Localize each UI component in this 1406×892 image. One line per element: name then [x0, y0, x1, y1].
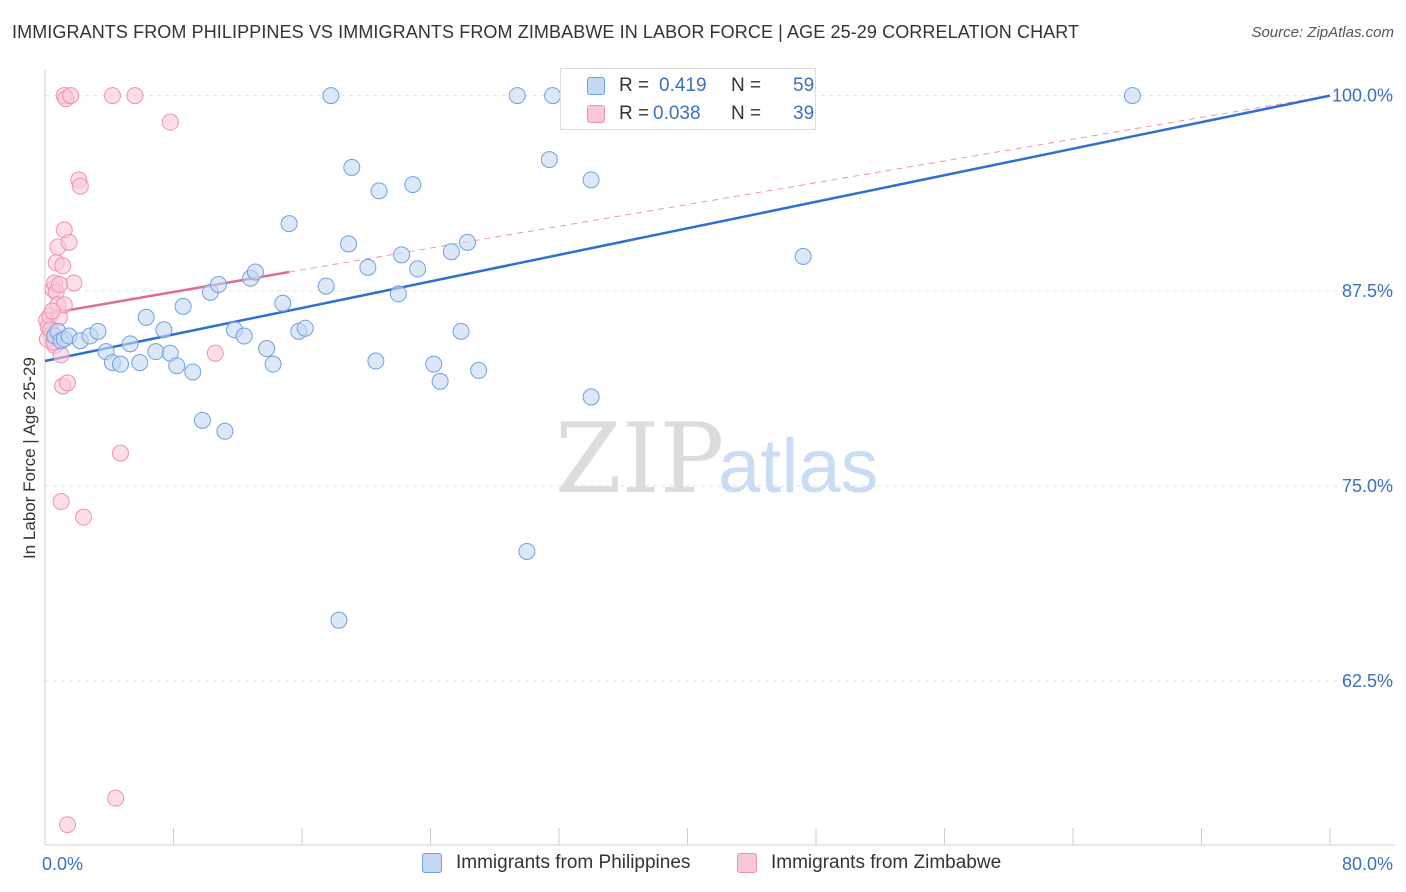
point-zimbabwe — [65, 274, 83, 292]
point-philippines — [470, 361, 488, 379]
point-philippines — [89, 322, 107, 340]
point-zimbabwe — [62, 87, 80, 105]
point-philippines — [431, 372, 449, 390]
tick-labels: 100.0% 87.5% 75.0% 62.5% 0.0% 80.0% — [42, 86, 1393, 874]
point-philippines — [393, 246, 411, 264]
point-philippines — [258, 340, 276, 358]
point-zimbabwe — [75, 508, 93, 526]
n-value: 39 — [793, 103, 815, 124]
point-philippines — [131, 354, 149, 372]
watermark-atlas: atlas — [718, 424, 879, 509]
point-philippines — [404, 176, 422, 194]
n-value: 59 — [793, 75, 815, 96]
point-philippines — [274, 294, 292, 312]
point-zimbabwe — [107, 789, 125, 807]
point-zimbabwe — [58, 816, 76, 834]
point-philippines — [296, 319, 314, 337]
n-label: N = — [731, 103, 762, 124]
point-philippines — [155, 321, 173, 339]
point-philippines — [425, 355, 443, 373]
point-philippines — [330, 611, 348, 629]
point-philippines — [367, 352, 385, 370]
point-zimbabwe — [111, 444, 129, 462]
point-zimbabwe — [206, 344, 224, 362]
point-zimbabwe — [58, 374, 76, 392]
point-zimbabwe — [54, 257, 72, 275]
point-philippines — [389, 285, 407, 303]
point-philippines — [343, 158, 361, 176]
point-philippines — [235, 327, 253, 345]
point-zimbabwe — [50, 276, 68, 294]
point-philippines — [317, 277, 335, 295]
point-zimbabwe — [71, 177, 89, 195]
philippines-legend-swatch — [422, 853, 442, 873]
point-zimbabwe — [43, 302, 61, 320]
y-tick-label: 87.5% — [1342, 281, 1393, 301]
point-zimbabwe — [60, 233, 78, 251]
point-philippines — [518, 542, 536, 560]
x-tick-label: 80.0% — [1342, 854, 1393, 874]
point-zimbabwe — [126, 87, 144, 105]
r-value: 0.419 — [659, 75, 707, 96]
source-label: Source: ZipAtlas.com — [1251, 24, 1394, 41]
point-philippines — [582, 171, 600, 189]
gridlines — [45, 95, 1395, 682]
chart-title: IMMIGRANTS FROM PHILIPPINES VS IMMIGRANT… — [12, 22, 1080, 42]
zimbabwe-legend-swatch — [737, 853, 757, 873]
axes — [44, 70, 1395, 846]
point-philippines — [209, 276, 227, 294]
point-philippines — [184, 363, 202, 381]
point-philippines — [458, 233, 476, 251]
point-philippines — [246, 263, 264, 281]
point-philippines — [264, 355, 282, 373]
point-philippines — [540, 151, 558, 169]
r-value: 0.038 — [653, 103, 701, 124]
point-philippines — [340, 235, 358, 253]
watermark: ZIP atlas — [555, 403, 879, 515]
data-points — [38, 87, 1141, 834]
point-philippines — [168, 357, 186, 375]
point-philippines — [322, 87, 340, 105]
y-tick-label: 75.0% — [1342, 476, 1393, 496]
point-philippines — [370, 182, 388, 200]
trend-lines — [44, 94, 1331, 363]
point-philippines — [137, 308, 155, 326]
legend-label-zimbabwe: Immigrants from Zimbabwe — [771, 852, 1002, 873]
stats-legend: R = 0.419 N = 59 R = 0.038 N = 39 — [560, 68, 816, 130]
point-philippines — [508, 87, 526, 105]
point-philippines — [544, 87, 562, 105]
point-zimbabwe — [161, 113, 179, 131]
zimbabwe-swatch — [587, 105, 605, 123]
philippines-swatch — [587, 77, 605, 95]
point-philippines — [359, 258, 377, 276]
point-philippines — [582, 388, 600, 406]
y-tick-label: 62.5% — [1342, 671, 1393, 691]
legend-label-philippines: Immigrants from Philippines — [456, 852, 691, 873]
point-philippines — [193, 411, 211, 429]
point-philippines — [121, 335, 139, 353]
point-philippines — [174, 297, 192, 315]
point-philippines — [216, 422, 234, 440]
point-philippines — [409, 260, 427, 278]
r-label: R = — [619, 75, 650, 96]
point-philippines — [442, 243, 460, 261]
point-zimbabwe — [52, 493, 70, 511]
point-philippines — [794, 247, 812, 265]
point-philippines — [111, 355, 129, 373]
watermark-zip: ZIP — [555, 403, 724, 515]
trend-line — [44, 94, 1331, 363]
point-philippines — [1123, 87, 1141, 105]
point-philippines — [280, 215, 298, 233]
point-zimbabwe — [103, 87, 121, 105]
point-philippines — [147, 343, 165, 361]
r-label: R = — [619, 103, 650, 124]
y-tick-label: 100.0% — [1332, 86, 1393, 106]
point-philippines — [452, 322, 470, 340]
x-tick-label: 0.0% — [42, 854, 83, 874]
n-label: N = — [731, 75, 762, 96]
